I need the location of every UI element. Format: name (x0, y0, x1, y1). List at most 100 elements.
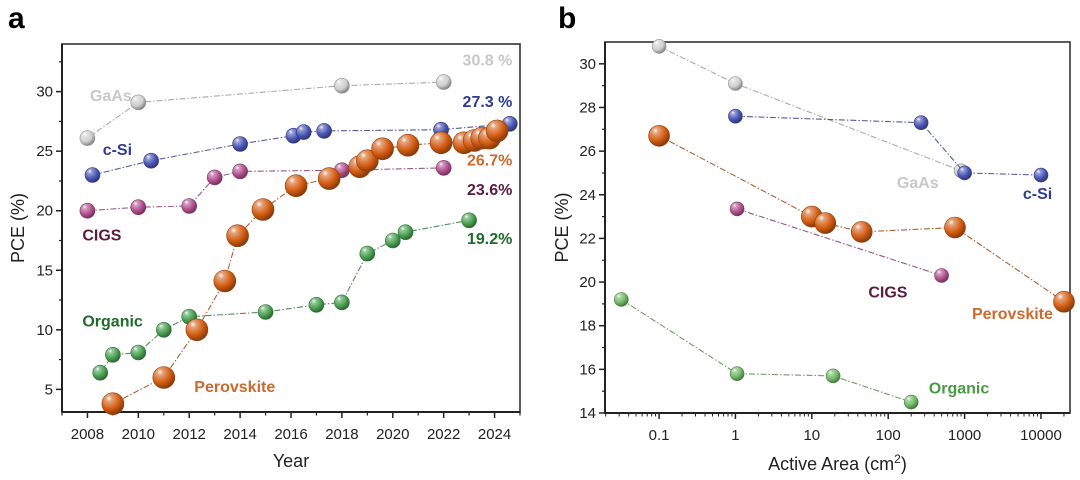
x-axis-title: Active Area (cm2) (768, 452, 907, 474)
series-label-c-si: c-Si (1023, 186, 1052, 203)
value-annotation-gaas: 30.8 % (463, 52, 513, 69)
data-point-perovskite (485, 119, 509, 143)
y-tick-label: 16 (579, 361, 596, 378)
x-tick-label: 2018 (325, 426, 358, 443)
data-point-organic (613, 292, 629, 307)
data-point-perovskite (355, 149, 379, 172)
data-point-cigs (934, 268, 949, 283)
data-point-organic (334, 294, 350, 311)
series-label-c-si: c-Si (103, 142, 132, 159)
series-label-cigs: CIGS (868, 284, 907, 301)
data-point-organic (461, 212, 477, 229)
data-point-cigs (435, 160, 452, 176)
data-point-perovskite (213, 269, 237, 293)
x-tick-label: 1 (731, 427, 739, 444)
y-tick-label: 26 (579, 143, 596, 160)
series-label-gaas: GaAs (897, 175, 939, 192)
data-point-perovskite (1053, 290, 1075, 313)
data-point-organic (384, 232, 401, 249)
y-tick-label: 24 (579, 187, 596, 204)
data-point-organic (397, 224, 414, 240)
series-label-gaas: GaAs (90, 88, 132, 105)
data-point-organic (105, 346, 121, 363)
data-point-organic (156, 321, 172, 338)
x-tick-label: 2016 (274, 426, 307, 443)
y-tick-label: 22 (579, 230, 596, 247)
series-label-organic: Organic (929, 380, 990, 397)
data-point-perovskite (226, 224, 249, 247)
y-axis-title: PCE (%) (552, 192, 572, 262)
series-label-organic: Organic (82, 313, 143, 330)
series-line-cigs (736, 208, 942, 277)
data-point-gaas (651, 39, 667, 54)
data-point-perovskite (814, 212, 837, 234)
data-point-c-si (232, 136, 248, 152)
data-point-organic (825, 368, 841, 384)
data-point-perovskite (185, 318, 209, 342)
data-point-cigs (729, 201, 745, 217)
series-perovskite (101, 119, 509, 416)
y-tick-label: 30 (579, 56, 596, 73)
y-tick-label: 20 (36, 203, 53, 220)
data-point-gaas (728, 76, 743, 91)
x-tick-label: 2020 (376, 426, 409, 443)
data-point-gaas (334, 77, 350, 94)
data-point-organic (359, 245, 376, 262)
value-annotation-c-si: 27.3 % (463, 94, 513, 111)
x-axis-title: Year (273, 451, 309, 471)
data-point-c-si (84, 167, 101, 183)
y-axis-title: PCE (%) (8, 193, 28, 263)
series-label-perovskite: Perovskite (972, 306, 1053, 323)
data-point-perovskite (944, 216, 966, 239)
x-tick-label: 2008 (71, 426, 104, 443)
series-cigs (729, 201, 949, 283)
x-tick-label: 100 (876, 427, 901, 444)
data-point-organic (729, 366, 745, 382)
data-point-organic (130, 344, 147, 361)
data-point-gaas (130, 94, 147, 111)
x-tick-label: 10 (803, 427, 820, 444)
data-point-gaas (435, 74, 452, 90)
data-point-perovskite (850, 221, 873, 243)
y-tick-label: 15 (36, 262, 53, 279)
panel-b: b 14 16 18 20 22 24 26 28 30 0.1 1 10 100 1000 10000 PCE… (552, 2, 1075, 474)
x-tick-label: 2022 (427, 426, 460, 443)
series-line-c-si (735, 115, 1042, 176)
data-point-perovskite (284, 174, 308, 197)
data-point-gaas (79, 130, 96, 146)
data-point-c-si (913, 115, 929, 130)
panel-a: a 5 10 15 20 25 30 2008 2010 2012 2014 2016 2018 2020… (8, 2, 521, 471)
y-tick-label: 28 (579, 99, 596, 116)
series-label-cigs: CIGS (82, 228, 121, 245)
data-point-c-si (728, 108, 743, 124)
series-c-si (84, 116, 518, 183)
data-point-organic (308, 296, 325, 313)
series-line-organic (99, 219, 470, 374)
y-tick-label: 5 (45, 381, 53, 398)
data-point-perovskite (317, 167, 341, 190)
series-label-perovskite: Perovskite (194, 379, 275, 396)
panel-label-b: b (558, 2, 576, 35)
series-organic (92, 212, 477, 381)
y-tick-label: 30 (36, 84, 53, 101)
x-tick-label: 10000 (1020, 427, 1062, 444)
data-point-perovskite (429, 131, 453, 155)
x-tick-label: 2010 (122, 426, 155, 443)
x-tick-label: 0.1 (649, 427, 670, 444)
y-tick-label: 18 (579, 318, 596, 335)
data-point-perovskite (101, 392, 125, 416)
data-point-organic (92, 364, 108, 381)
series-gaas (651, 39, 969, 179)
plot-frame (604, 41, 1071, 414)
series-cigs (79, 160, 452, 219)
data-point-c-si (295, 124, 312, 140)
data-point-c-si (1033, 167, 1049, 183)
data-point-c-si (143, 152, 159, 169)
data-point-perovskite (152, 366, 176, 389)
series-organic (613, 292, 919, 410)
y-tick-label: 25 (36, 143, 53, 160)
x-tick-label: 1000 (948, 427, 981, 444)
value-annotation-perovskite: 26.7% (467, 152, 512, 169)
series-line-perovskite (658, 135, 1065, 303)
